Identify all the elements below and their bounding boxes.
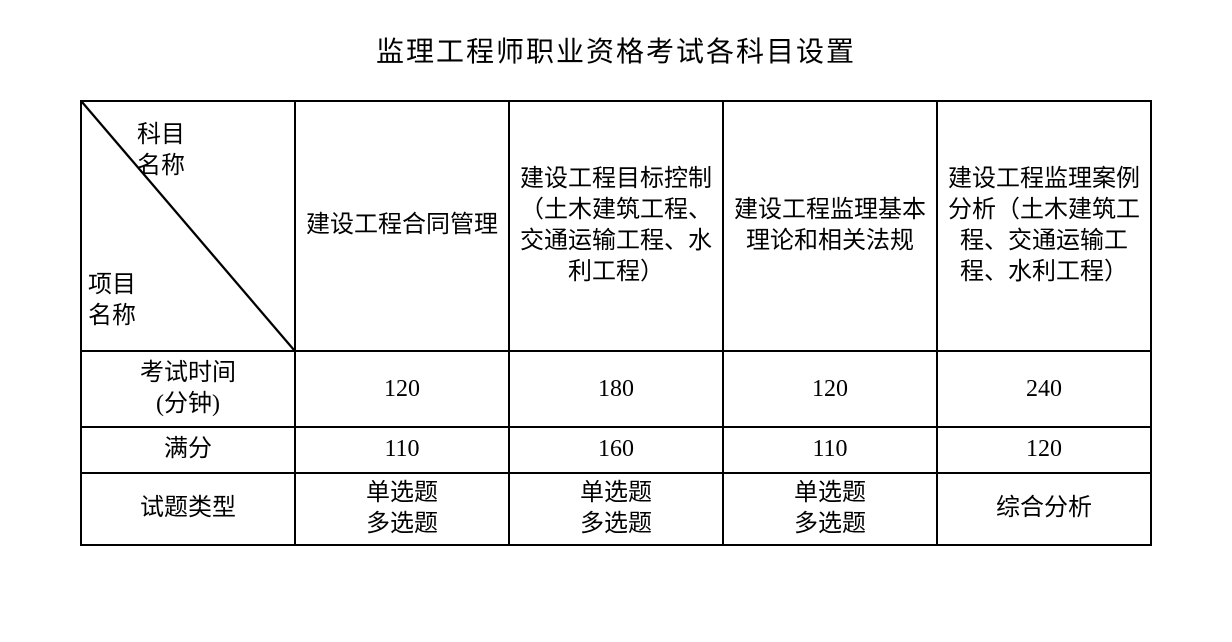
row-label-question-type: 试题类型: [81, 473, 295, 545]
cell-line2: 多选题: [580, 511, 652, 537]
header-top-line1: 科目: [137, 122, 185, 148]
table-row: 考试时间 (分钟) 120 180 120 240: [81, 351, 1151, 427]
row-label-line2: (分钟): [156, 391, 220, 417]
column-header-1: 建设工程合同管理: [295, 101, 509, 351]
header-bottom-line2: 名称: [88, 303, 136, 329]
row-label-full-score: 满分: [81, 427, 295, 472]
exam-subjects-table: 科目 名称 项目 名称 建设工程合同管理 建设工程目标控制（土木建筑工程、交通运…: [80, 100, 1152, 546]
cell-line1: 单选题: [580, 480, 652, 506]
cell-value: 110: [295, 427, 509, 472]
cell-value: 单选题 多选题: [723, 473, 937, 545]
cell-value: 120: [937, 427, 1151, 472]
diagonal-header-cell: 科目 名称 项目 名称: [81, 101, 295, 351]
cell-value: 单选题 多选题: [509, 473, 723, 545]
table-row: 试题类型 单选题 多选题 单选题 多选题 单选题 多选题 综合分析: [81, 473, 1151, 545]
cell-value: 180: [509, 351, 723, 427]
header-top-label: 科目 名称: [137, 120, 185, 182]
cell-line1: 单选题: [366, 480, 438, 506]
table-row: 满分 110 160 110 120: [81, 427, 1151, 472]
cell-value: 120: [295, 351, 509, 427]
column-header-4: 建设工程监理案例分析（土木建筑工程、交通运输工程、水利工程）: [937, 101, 1151, 351]
header-bottom-line1: 项目: [88, 272, 136, 298]
cell-value: 110: [723, 427, 937, 472]
column-header-3: 建设工程监理基本理论和相关法规: [723, 101, 937, 351]
table-header-row: 科目 名称 项目 名称 建设工程合同管理 建设工程目标控制（土木建筑工程、交通运…: [81, 101, 1151, 351]
cell-value: 240: [937, 351, 1151, 427]
cell-line2: 多选题: [366, 511, 438, 537]
cell-value: 160: [509, 427, 723, 472]
row-label-line1: 考试时间: [140, 360, 236, 386]
cell-line1: 单选题: [794, 480, 866, 506]
column-header-2: 建设工程目标控制（土木建筑工程、交通运输工程、水利工程）: [509, 101, 723, 351]
cell-value: 综合分析: [937, 473, 1151, 545]
cell-line2: 多选题: [794, 511, 866, 537]
cell-value: 单选题 多选题: [295, 473, 509, 545]
header-top-line2: 名称: [137, 153, 185, 179]
header-bottom-label: 项目 名称: [88, 270, 136, 332]
row-label-exam-time: 考试时间 (分钟): [81, 351, 295, 427]
cell-value: 120: [723, 351, 937, 427]
page-title: 监理工程师职业资格考试各科目设置: [80, 30, 1152, 70]
